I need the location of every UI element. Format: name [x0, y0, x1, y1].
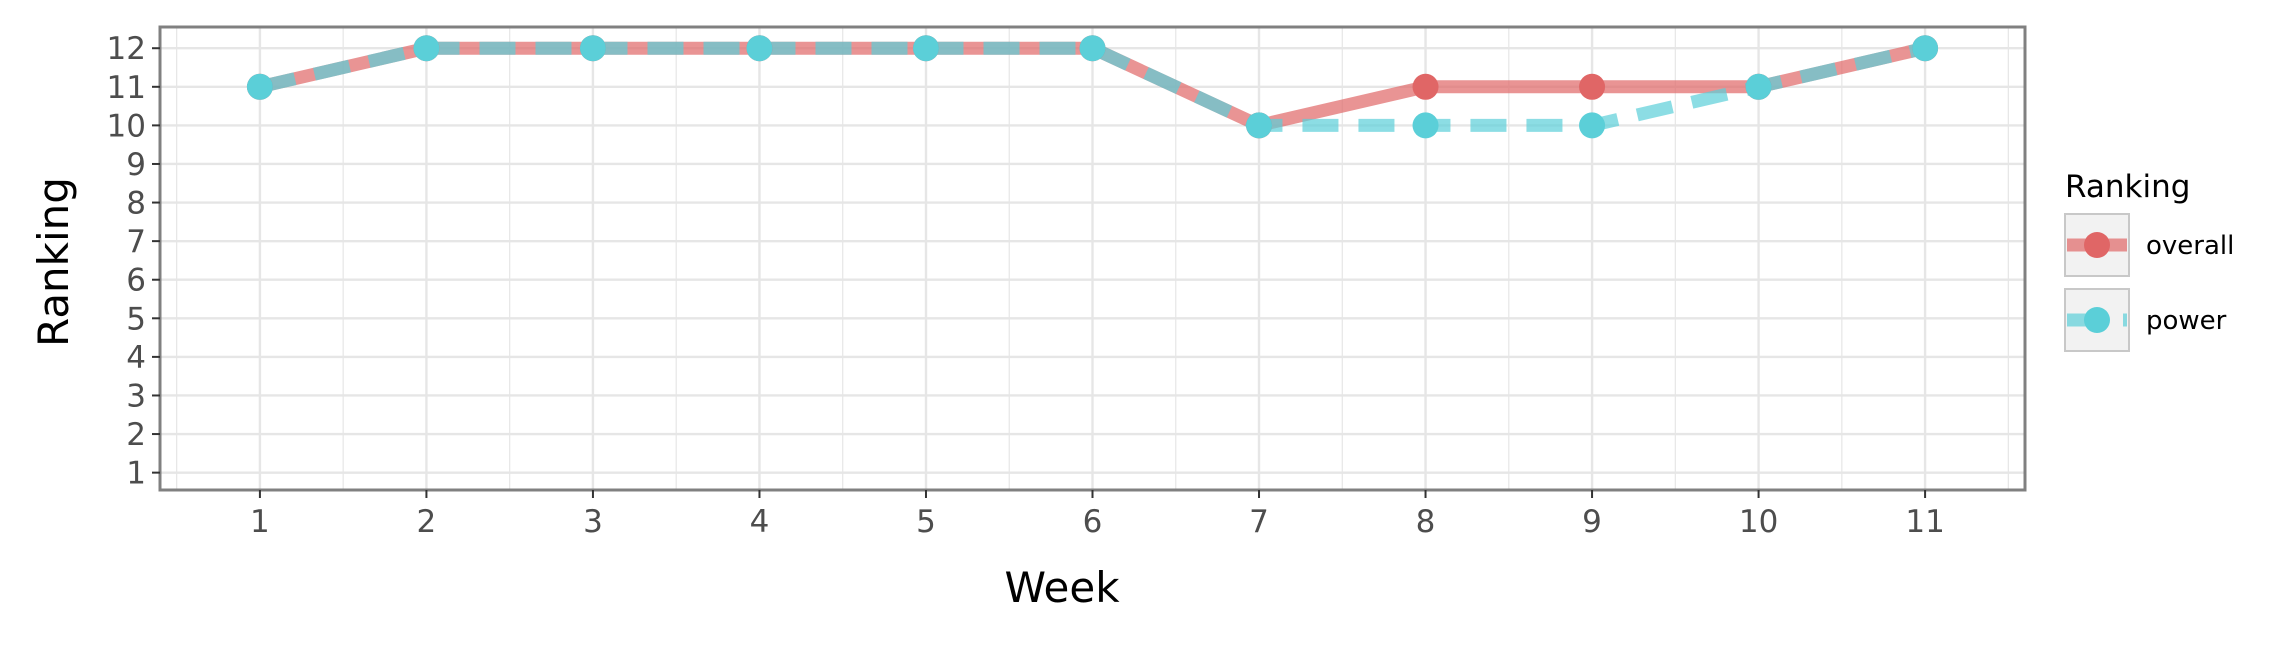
data-point-power	[579, 35, 606, 62]
x-tick-label: 4	[750, 504, 770, 540]
y-tick-label: 8	[126, 186, 146, 222]
x-tick-label: 8	[1416, 504, 1436, 540]
data-point-power	[246, 73, 273, 100]
legend-label: power	[2146, 306, 2227, 336]
x-tick-label: 5	[916, 504, 936, 540]
x-tick-label: 9	[1582, 504, 1602, 540]
data-point-power	[1246, 112, 1273, 139]
y-tick-label: 5	[126, 301, 146, 337]
x-tick-label: 7	[1249, 504, 1269, 540]
y-tick-label: 9	[126, 147, 146, 183]
data-point-power	[746, 35, 773, 62]
data-point-power	[912, 35, 939, 62]
legend: Ranking overall power	[2064, 169, 2234, 352]
x-axis-title: Week	[1004, 563, 1120, 612]
y-tick-label: 6	[126, 263, 146, 299]
data-point-overall	[1579, 73, 1606, 100]
data-point-power	[1412, 112, 1439, 139]
x-tick-label: 10	[1739, 504, 1778, 540]
legend-item-overall: overall	[2064, 213, 2234, 277]
y-tick-label: 1	[126, 456, 146, 492]
data-point-power	[413, 35, 440, 62]
x-tick-label: 1	[250, 504, 270, 540]
x-axis-ticks: 1 2 3 4 5 6 7 8 9 10 11	[250, 490, 1945, 540]
y-tick-label: 10	[107, 108, 146, 144]
data-point-power	[1912, 35, 1939, 62]
y-tick-label: 2	[126, 417, 146, 453]
y-tick-label: 3	[126, 378, 146, 414]
x-tick-label: 3	[583, 504, 603, 540]
data-point-power	[1745, 73, 1772, 100]
legend-label: overall	[2146, 231, 2234, 261]
y-tick-label: 11	[107, 70, 146, 106]
x-tick-label: 2	[417, 504, 437, 540]
data-point-power	[1079, 35, 1106, 62]
legend-item-power: power	[2064, 288, 2227, 352]
data-point-overall	[1412, 73, 1439, 100]
x-tick-label: 6	[1083, 504, 1103, 540]
series-points	[246, 35, 1939, 139]
y-tick-label: 7	[126, 224, 146, 260]
legend-key-point	[2084, 232, 2110, 258]
y-axis-title: Ranking	[29, 177, 78, 347]
series-line-power	[258, 41, 1927, 132]
data-point-power	[1579, 112, 1606, 139]
legend-title: Ranking	[2065, 169, 2190, 205]
grid	[160, 27, 2025, 490]
y-tick-label: 12	[107, 31, 146, 67]
x-tick-label: 11	[1905, 504, 1944, 540]
y-tick-label: 4	[126, 340, 146, 376]
legend-key-point	[2084, 307, 2110, 333]
